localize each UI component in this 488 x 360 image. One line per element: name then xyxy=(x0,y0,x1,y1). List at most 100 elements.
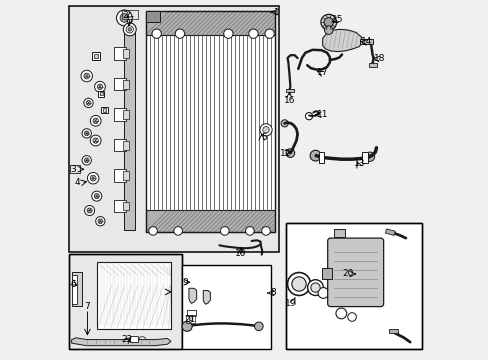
Text: 9: 9 xyxy=(182,278,188,287)
Circle shape xyxy=(262,127,269,133)
Bar xyxy=(122,110,129,119)
Circle shape xyxy=(324,26,332,35)
Bar xyxy=(124,26,135,230)
Circle shape xyxy=(317,288,328,298)
Bar xyxy=(122,80,129,89)
Circle shape xyxy=(335,308,346,319)
Circle shape xyxy=(84,158,89,163)
Bar xyxy=(145,211,274,232)
Bar xyxy=(285,223,421,348)
Bar xyxy=(318,152,324,163)
Bar xyxy=(69,253,182,348)
Circle shape xyxy=(82,156,91,165)
Bar xyxy=(122,202,129,211)
Bar xyxy=(145,12,160,22)
Circle shape xyxy=(83,98,93,108)
Bar xyxy=(188,287,194,289)
Bar xyxy=(385,229,394,235)
Bar xyxy=(113,169,126,182)
Circle shape xyxy=(245,226,254,235)
Text: 16: 16 xyxy=(283,96,294,105)
Bar xyxy=(103,108,106,112)
Bar xyxy=(333,229,344,237)
Circle shape xyxy=(123,23,136,36)
Circle shape xyxy=(87,172,99,184)
Polygon shape xyxy=(322,30,362,51)
Text: 13: 13 xyxy=(353,159,364,168)
Circle shape xyxy=(309,150,320,161)
Bar xyxy=(321,268,332,279)
Bar xyxy=(122,140,129,149)
Bar xyxy=(69,253,182,348)
Bar xyxy=(113,108,126,121)
Circle shape xyxy=(84,131,89,136)
Text: 7: 7 xyxy=(84,302,90,311)
Text: 2: 2 xyxy=(122,10,128,19)
Bar xyxy=(113,200,126,212)
Bar xyxy=(101,107,108,113)
FancyBboxPatch shape xyxy=(327,238,383,307)
Circle shape xyxy=(82,129,91,138)
Bar xyxy=(98,91,104,97)
Text: 19: 19 xyxy=(285,299,296,308)
Bar xyxy=(188,316,191,320)
Circle shape xyxy=(305,113,312,120)
Polygon shape xyxy=(72,338,171,346)
Circle shape xyxy=(323,270,330,277)
Circle shape xyxy=(264,29,274,39)
Circle shape xyxy=(174,226,182,235)
Circle shape xyxy=(87,208,92,213)
Bar xyxy=(72,275,77,304)
Circle shape xyxy=(307,280,323,296)
Bar xyxy=(145,11,274,232)
Circle shape xyxy=(182,321,192,331)
Bar xyxy=(69,6,278,252)
Circle shape xyxy=(126,26,133,33)
Text: 8: 8 xyxy=(270,288,276,297)
Bar xyxy=(187,310,196,316)
Text: 18: 18 xyxy=(373,54,385,63)
Bar xyxy=(100,93,102,95)
Circle shape xyxy=(139,337,145,344)
Circle shape xyxy=(128,28,131,31)
Circle shape xyxy=(148,226,157,235)
Bar xyxy=(285,89,293,92)
Bar xyxy=(130,336,138,342)
Polygon shape xyxy=(203,291,210,304)
Circle shape xyxy=(324,18,333,27)
Text: 1: 1 xyxy=(273,8,279,17)
Bar xyxy=(70,165,80,173)
Circle shape xyxy=(90,135,101,146)
Circle shape xyxy=(90,116,101,126)
Circle shape xyxy=(90,175,96,181)
Circle shape xyxy=(94,194,99,199)
Circle shape xyxy=(248,29,258,39)
Bar xyxy=(388,329,397,333)
Circle shape xyxy=(189,298,196,305)
Circle shape xyxy=(281,120,287,127)
Text: 10: 10 xyxy=(235,249,246,258)
Circle shape xyxy=(260,124,271,136)
Bar xyxy=(69,6,278,252)
Text: 4: 4 xyxy=(75,178,81,187)
Circle shape xyxy=(203,299,209,305)
Bar xyxy=(122,49,129,58)
Circle shape xyxy=(97,84,102,89)
Circle shape xyxy=(116,10,132,26)
Bar xyxy=(94,54,98,58)
Circle shape xyxy=(98,219,102,224)
Circle shape xyxy=(261,226,270,235)
Circle shape xyxy=(320,14,336,30)
Text: 22: 22 xyxy=(121,335,132,344)
Bar xyxy=(145,11,274,232)
Circle shape xyxy=(120,14,128,22)
Bar xyxy=(361,152,367,163)
Circle shape xyxy=(347,313,356,321)
Circle shape xyxy=(93,118,98,123)
Text: 15: 15 xyxy=(331,15,343,24)
Bar xyxy=(285,223,421,348)
Circle shape xyxy=(86,100,91,105)
Text: 11: 11 xyxy=(316,110,328,119)
Circle shape xyxy=(84,206,94,216)
Circle shape xyxy=(93,138,98,143)
